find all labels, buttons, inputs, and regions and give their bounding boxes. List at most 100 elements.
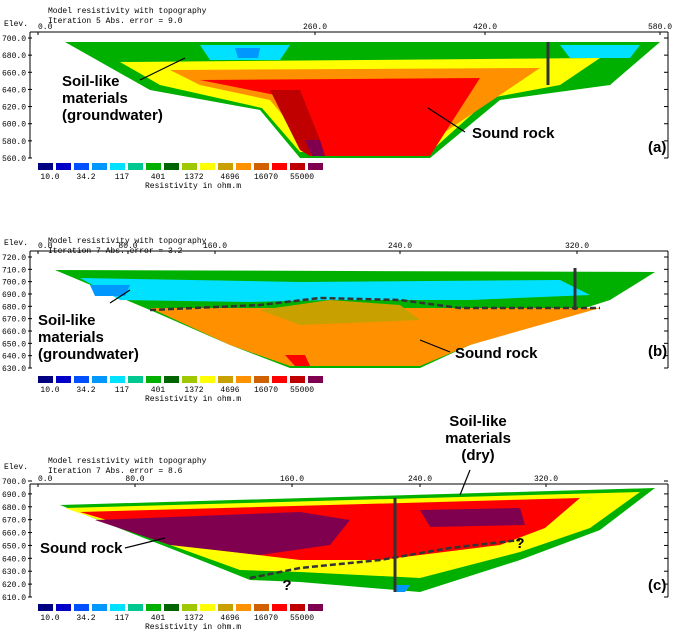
annotation-arrow — [427, 107, 466, 133]
scale-swatch — [92, 163, 107, 170]
scale-swatch — [218, 604, 233, 611]
scale-swatch — [254, 163, 269, 170]
y-tick-label: 600.0 — [2, 121, 26, 130]
annotation: (groundwater) — [62, 107, 163, 124]
annotation: (dry) — [461, 447, 494, 464]
scale-label: 401 — [151, 173, 166, 182]
annotation: ? — [515, 535, 524, 552]
scale-swatch — [92, 376, 107, 383]
y-tick-label: 680.0 — [2, 504, 26, 513]
scale-swatch — [218, 376, 233, 383]
y-tick-label: 630.0 — [2, 568, 26, 577]
y-tick-label: 620.0 — [2, 581, 26, 590]
y-tick-label: 640.0 — [2, 86, 26, 95]
scale-label: 4696 — [220, 173, 239, 182]
resistivity-zone — [420, 508, 525, 527]
annotation-arrow — [139, 57, 186, 81]
y-tick-label: 670.0 — [2, 517, 26, 526]
scale-swatch — [92, 604, 107, 611]
y-tick-label: 650.0 — [2, 542, 26, 551]
scale-label: 401 — [151, 614, 166, 623]
y-tick-label: 680.0 — [2, 52, 26, 61]
annotation-arrow — [124, 537, 166, 549]
scale-caption: Resistivity in ohm.m — [145, 623, 241, 632]
resistivity-zone — [235, 48, 260, 58]
scale-swatch — [272, 163, 287, 170]
scale-label: 1372 — [184, 614, 203, 623]
scale-swatch — [38, 163, 53, 170]
annotation: ? — [282, 577, 291, 594]
x-tick-label: 420.0 — [473, 23, 497, 32]
y-tick-label: 640.0 — [2, 353, 26, 362]
x-tick-label: 0.0 — [38, 475, 53, 484]
y-tick-label: 660.0 — [2, 530, 26, 539]
resistivity-zone — [285, 355, 310, 366]
scale-label: 16070 — [254, 386, 278, 395]
scale-swatch — [308, 163, 323, 170]
scale-swatch — [236, 163, 251, 170]
x-tick-label: 320.0 — [534, 475, 558, 484]
scale-label: 117 — [115, 386, 130, 395]
scale-swatch — [200, 163, 215, 170]
x-tick-label: 320.0 — [565, 242, 589, 251]
x-tick-label: 260.0 — [303, 23, 327, 32]
scale-swatch — [38, 604, 53, 611]
resistivity-zone — [260, 300, 420, 325]
annotation: Sound rock — [472, 125, 555, 142]
scale-label: 10.0 — [40, 614, 59, 623]
scale-swatch — [38, 376, 53, 383]
scale-swatch — [182, 376, 197, 383]
scale-swatch — [110, 604, 125, 611]
resistivity-zone — [90, 285, 130, 296]
resistivity-zone — [80, 278, 590, 302]
resistivity-zone — [95, 512, 350, 555]
y-tick-label: 580.0 — [2, 138, 26, 147]
y-tick-label: 720.0 — [2, 254, 26, 263]
y-tick-label: 700.0 — [2, 478, 26, 487]
scale-swatch — [56, 376, 71, 383]
resistivity-zone — [150, 308, 600, 366]
scale-swatch — [164, 376, 179, 383]
scale-label: 55000 — [290, 173, 314, 182]
scale-label: 1372 — [184, 173, 203, 182]
x-tick-label: 80.0 — [118, 242, 137, 251]
scale-caption: Resistivity in ohm.m — [145, 182, 241, 191]
scale-swatch — [254, 604, 269, 611]
resistivity-zone — [200, 78, 480, 156]
scale-label: 34.2 — [76, 614, 95, 623]
scale-swatch — [290, 376, 305, 383]
scale-swatch — [218, 163, 233, 170]
annotation: materials — [445, 430, 511, 447]
annotation: materials — [38, 329, 104, 346]
scale-label: 34.2 — [76, 386, 95, 395]
scale-swatch — [200, 604, 215, 611]
panel-title: Model resistivity with topography — [48, 457, 207, 466]
scale-swatch — [272, 376, 287, 383]
elev-label: Elev. — [4, 463, 28, 472]
y-tick-label: 690.0 — [2, 491, 26, 500]
scale-swatch — [290, 604, 305, 611]
y-tick-label: 630.0 — [2, 365, 26, 374]
panel-title: Iteration 7 Abs. error = 8.6 — [48, 467, 183, 476]
scale-swatch — [128, 604, 143, 611]
annotation: materials — [62, 90, 128, 107]
x-tick-label: 0.0 — [38, 23, 53, 32]
scale-swatch — [182, 163, 197, 170]
annotation: (groundwater) — [38, 346, 139, 363]
scale-swatch — [146, 376, 161, 383]
y-tick-label: 640.0 — [2, 555, 26, 564]
scale-swatch — [164, 604, 179, 611]
y-tick-label: 680.0 — [2, 303, 26, 312]
scale-swatch — [272, 604, 287, 611]
y-tick-label: 650.0 — [2, 340, 26, 349]
resistivity-zone — [305, 140, 325, 156]
scale-label: 16070 — [254, 614, 278, 623]
scale-swatch — [128, 163, 143, 170]
scale-label: 401 — [151, 386, 166, 395]
scale-swatch — [182, 604, 197, 611]
y-tick-label: 670.0 — [2, 316, 26, 325]
scale-swatch — [110, 376, 125, 383]
scale-label: 55000 — [290, 386, 314, 395]
